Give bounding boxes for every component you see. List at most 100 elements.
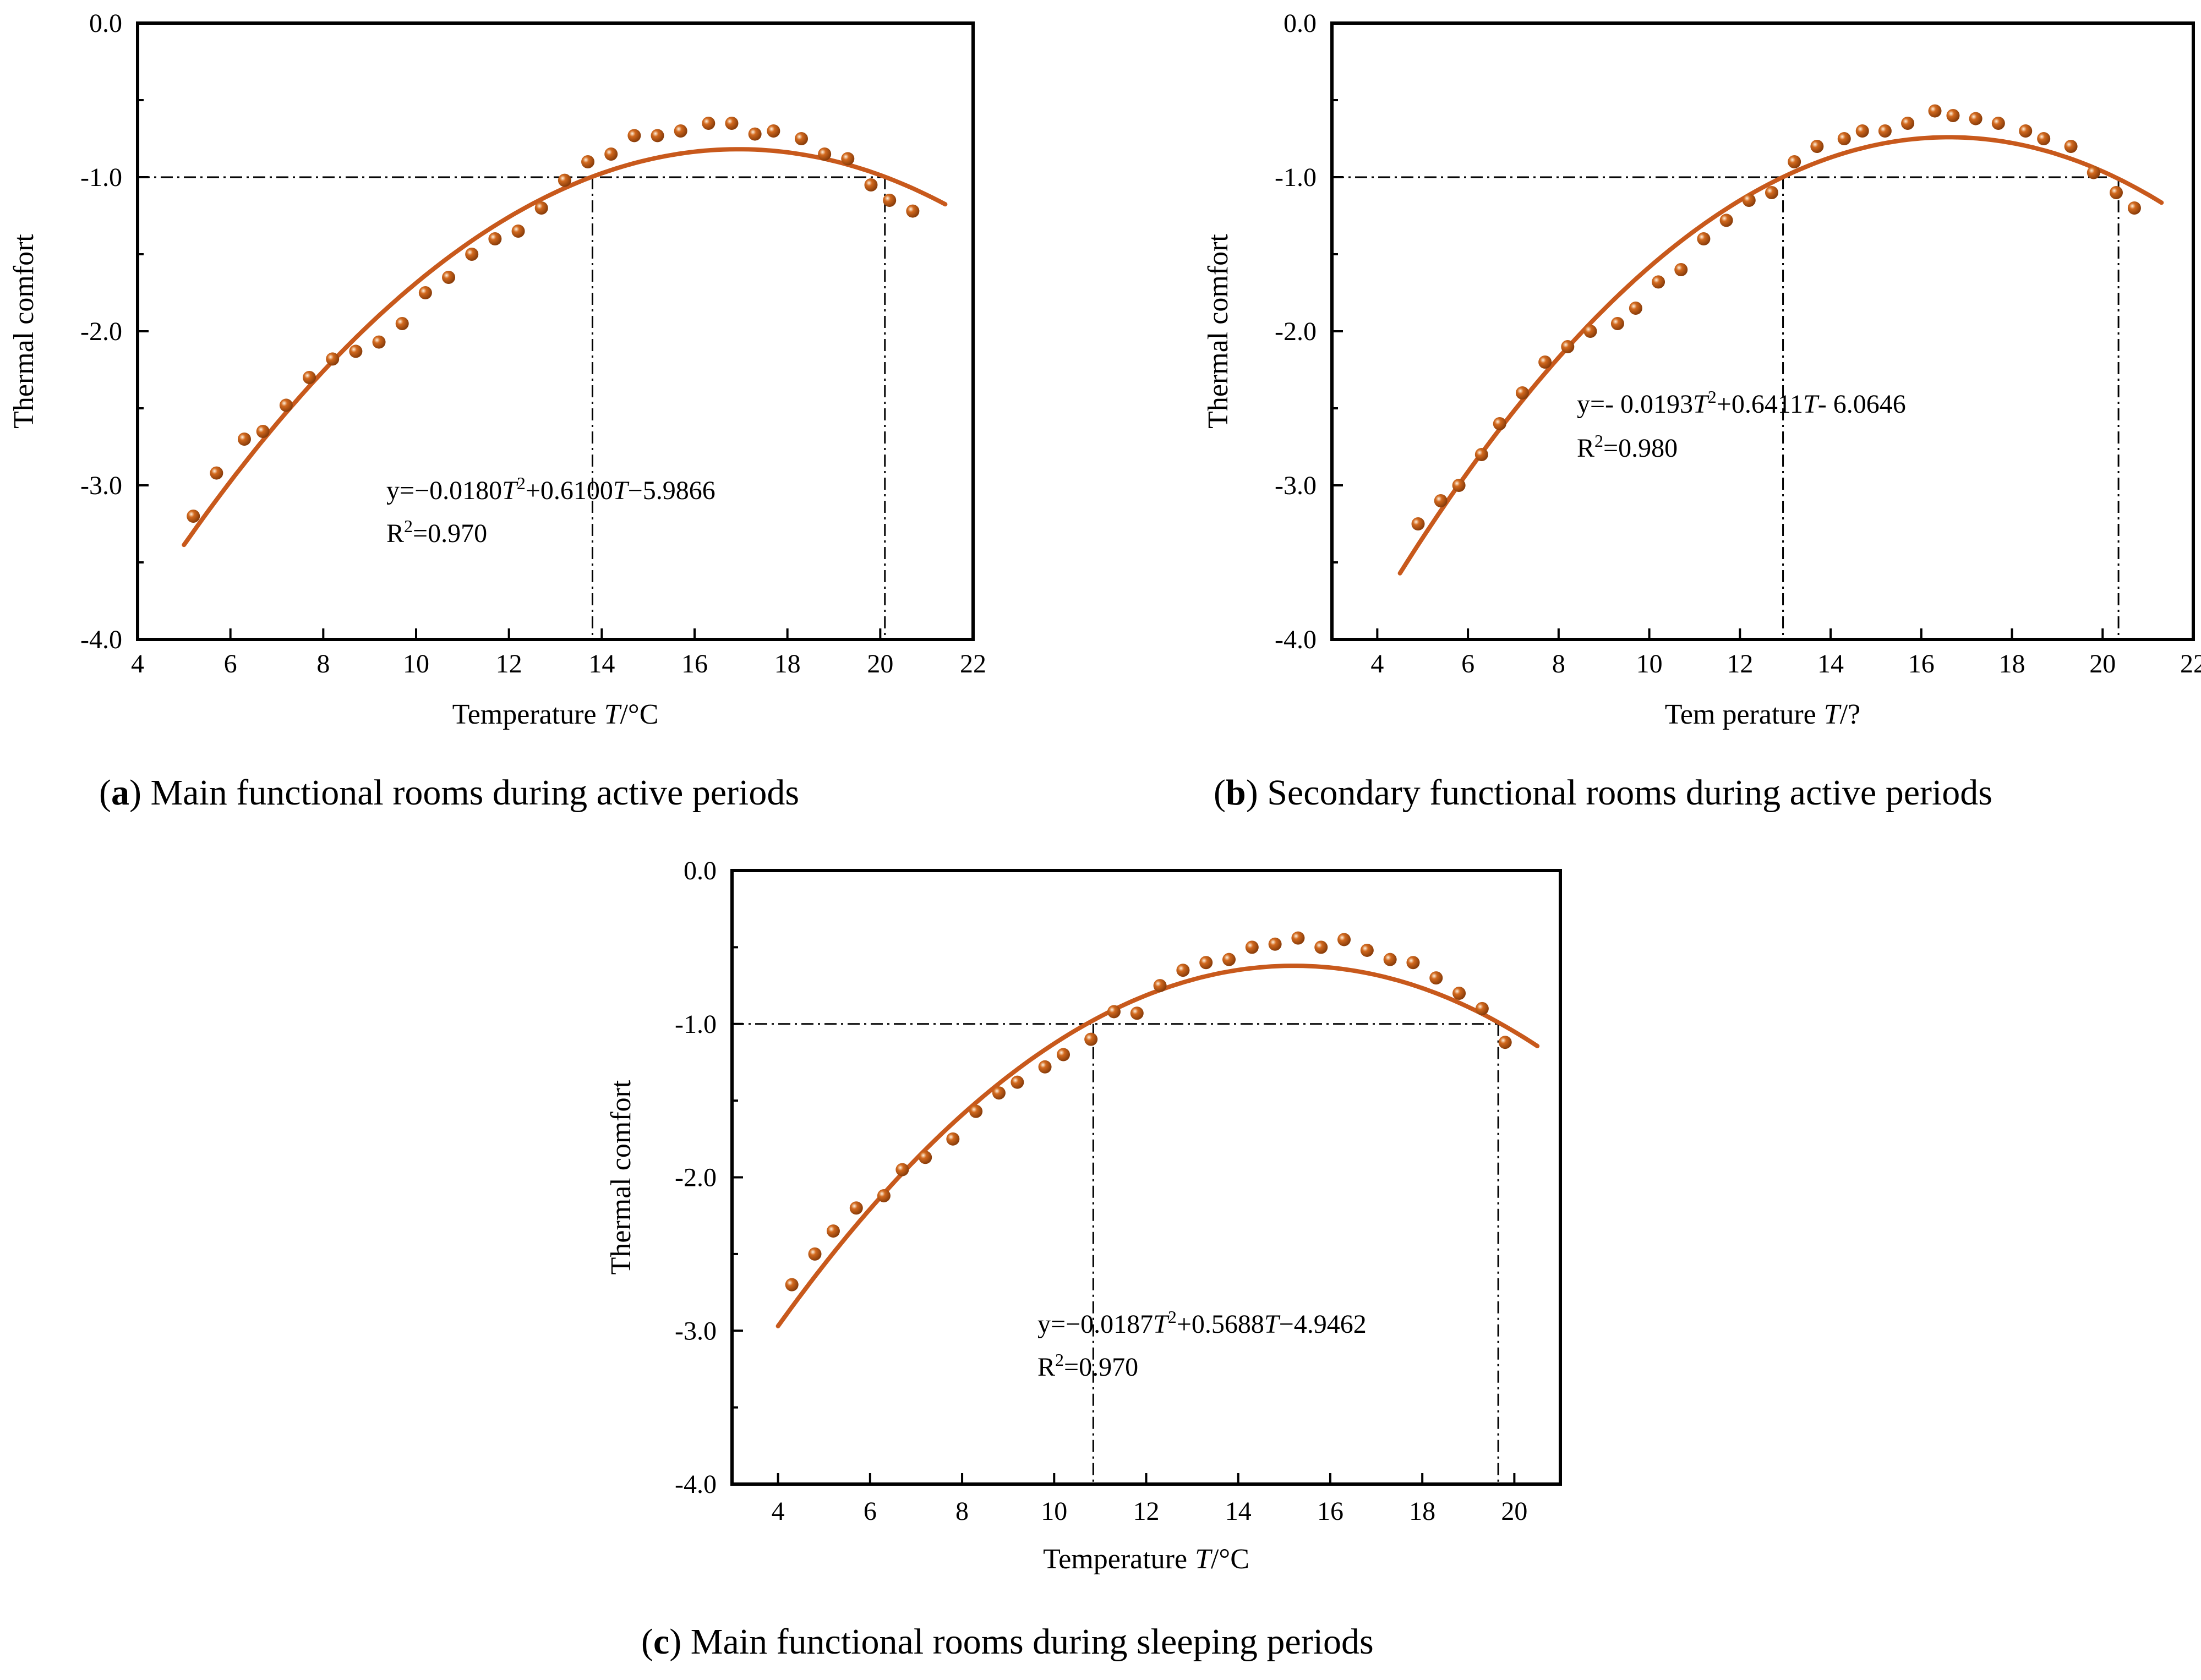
data-point bbox=[558, 173, 571, 187]
data-point bbox=[877, 1189, 891, 1202]
fit-equation-part: −5.9866 bbox=[628, 476, 716, 505]
r-squared-part: 2 bbox=[1594, 431, 1603, 451]
data-point bbox=[864, 178, 878, 191]
data-point bbox=[702, 117, 716, 130]
r-squared-part: 2 bbox=[404, 516, 413, 536]
data-point bbox=[1314, 940, 1328, 954]
fit-curve bbox=[182, 147, 948, 548]
y-tick-label: -3.0 bbox=[1275, 471, 1317, 500]
caption-close-paren: ) bbox=[669, 1622, 681, 1662]
data-point bbox=[465, 248, 479, 261]
data-point bbox=[651, 129, 664, 143]
x-axis-title-var: T bbox=[1824, 699, 1842, 730]
data-point bbox=[1199, 956, 1213, 970]
x-tick-label: 12 bbox=[1727, 649, 1753, 678]
data-point bbox=[946, 1132, 960, 1146]
r-squared-part: R bbox=[386, 519, 404, 548]
data-point bbox=[1452, 479, 1466, 492]
data-point bbox=[1434, 494, 1448, 507]
x-tick-label: 12 bbox=[1133, 1497, 1160, 1526]
x-tick-label: 22 bbox=[2180, 649, 2201, 678]
data-point bbox=[748, 127, 762, 141]
data-point bbox=[303, 371, 316, 384]
data-point bbox=[808, 1247, 822, 1261]
plot-frame bbox=[1330, 21, 2195, 641]
data-point bbox=[906, 204, 920, 218]
data-point bbox=[785, 1278, 799, 1292]
y-tick-label: -2.0 bbox=[1275, 317, 1317, 346]
data-point bbox=[1429, 971, 1443, 985]
data-point bbox=[895, 1163, 909, 1176]
x-tick-label: 16 bbox=[681, 649, 708, 678]
x-tick-label: 10 bbox=[403, 649, 429, 678]
data-point bbox=[841, 152, 855, 166]
y-tick-label: -4.0 bbox=[80, 625, 122, 654]
caption-text: Main functional rooms during sleeping pe… bbox=[681, 1622, 1373, 1662]
data-point bbox=[1038, 1060, 1052, 1074]
x-tick-label: 12 bbox=[496, 649, 522, 678]
data-point bbox=[442, 271, 456, 284]
fit-equation-part: T bbox=[613, 476, 630, 505]
data-point bbox=[725, 117, 739, 130]
data-point bbox=[581, 155, 595, 168]
data-point bbox=[1222, 953, 1236, 966]
x-tick-label: 10 bbox=[1636, 649, 1663, 678]
x-tick-label: 20 bbox=[1501, 1497, 1527, 1526]
x-tick-label: 8 bbox=[955, 1497, 969, 1526]
panel-caption: (c) Main functional rooms during sleepin… bbox=[641, 1622, 1374, 1662]
data-point bbox=[1360, 943, 1374, 957]
caption-letter: c bbox=[653, 1622, 669, 1662]
fit-equation-part: y=−0.0180 bbox=[386, 476, 502, 505]
data-point bbox=[210, 466, 223, 480]
r-squared: R2=0.980 bbox=[1577, 431, 1678, 463]
x-axis-title-text: Temperature bbox=[1043, 1544, 1187, 1575]
data-point bbox=[1855, 124, 1869, 138]
r-squared: R2=0.970 bbox=[386, 516, 487, 548]
r-squared-part: 2 bbox=[1055, 1350, 1064, 1370]
panel-caption: (b) Secondary functional rooms during ac… bbox=[1214, 773, 1992, 813]
data-point bbox=[534, 201, 548, 215]
caption-open-paren: ( bbox=[1214, 773, 1226, 813]
x-tick-label: 10 bbox=[1041, 1497, 1067, 1526]
data-point bbox=[1011, 1075, 1024, 1089]
fit-equation-part: T bbox=[1264, 1310, 1281, 1339]
fit-equation-part: −4.9462 bbox=[1279, 1310, 1367, 1339]
data-point bbox=[1719, 214, 1733, 227]
data-point bbox=[1337, 933, 1351, 946]
data-point bbox=[1245, 940, 1259, 954]
x-axis-title: Temperature T/°C bbox=[1043, 1544, 1249, 1575]
x-axis-title-var: T bbox=[1195, 1544, 1213, 1575]
x-tick-label: 18 bbox=[1999, 649, 2025, 678]
data-point bbox=[1411, 517, 1425, 530]
data-point bbox=[1498, 1036, 1512, 1049]
caption-letter: b bbox=[1226, 773, 1246, 813]
data-point bbox=[1107, 1005, 1121, 1019]
fit-equation-part: +0.6411 bbox=[1717, 390, 1803, 419]
fit-equation-part: T bbox=[1693, 390, 1710, 419]
data-point bbox=[2064, 140, 2078, 153]
data-point bbox=[511, 225, 525, 238]
panel-a: -4.0-3.0-2.0-1.00.04 6 8 10 12 14 16 18 20 22Ther… bbox=[8, 9, 986, 813]
data-point bbox=[1810, 140, 1824, 153]
x-axis-title: Tem perature T/? bbox=[1665, 699, 1860, 730]
caption-text: Secondary functional rooms during active… bbox=[1258, 773, 1992, 813]
x-tick-label: 16 bbox=[1908, 649, 1935, 678]
y-tick-label: -3.0 bbox=[80, 471, 122, 500]
data-point bbox=[488, 232, 502, 245]
data-point bbox=[1452, 987, 1466, 1000]
data-point bbox=[1383, 953, 1397, 966]
x-axis-title-unit: /? bbox=[1840, 699, 1861, 730]
y-tick-label: -1.0 bbox=[1275, 163, 1317, 192]
data-point bbox=[187, 510, 200, 523]
data-point bbox=[1176, 964, 1190, 977]
data-point bbox=[1742, 194, 1756, 207]
y-tick-label: -2.0 bbox=[80, 317, 122, 346]
data-point bbox=[2019, 124, 2033, 138]
data-point bbox=[1878, 124, 1892, 138]
caption-open-paren: ( bbox=[99, 773, 111, 813]
data-point bbox=[919, 1151, 932, 1164]
data-point bbox=[794, 132, 808, 145]
fit-equation-part: y=- 0.0193 bbox=[1577, 390, 1693, 419]
x-tick-label: 4 bbox=[131, 649, 144, 678]
